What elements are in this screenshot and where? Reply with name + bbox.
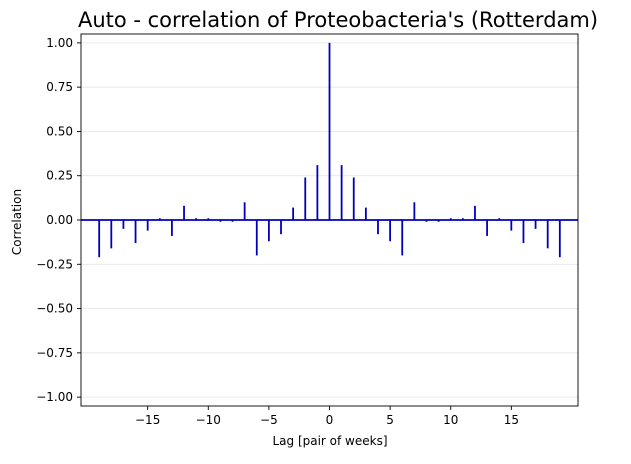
x-tick-label: 0 bbox=[326, 413, 334, 427]
x-tick-label: 10 bbox=[443, 413, 458, 427]
y-axis-ticks: −1.00 −0.75 −0.50 −0.25 0.00 0.25 0.50 0.75 1.00 bbox=[36, 36, 81, 404]
y-tick-label: 0.50 bbox=[46, 124, 73, 138]
y-tick-label: 0.25 bbox=[46, 169, 73, 183]
x-axis-label: Lag [pair of weeks] bbox=[272, 434, 387, 448]
correlation-bars bbox=[98, 42, 561, 258]
x-tick-label: 15 bbox=[504, 413, 519, 427]
x-axis-ticks: −15 −10 −5 0 5 10 15 bbox=[135, 406, 519, 427]
y-tick-label: −1.00 bbox=[36, 390, 73, 404]
y-tick-label: 0.00 bbox=[46, 213, 73, 227]
y-tick-label: −0.50 bbox=[36, 302, 73, 316]
y-tick-label: −0.25 bbox=[36, 257, 73, 271]
y-axis-label: Correlation bbox=[10, 189, 24, 255]
chart-title: Auto - correlation of Proteobacteria's (… bbox=[78, 8, 598, 32]
x-tick-label: −10 bbox=[196, 413, 221, 427]
x-tick-label: −15 bbox=[135, 413, 160, 427]
x-tick-label: −5 bbox=[260, 413, 278, 427]
y-tick-label: 1.00 bbox=[46, 36, 73, 50]
x-tick-label: 5 bbox=[386, 413, 394, 427]
y-tick-label: −0.75 bbox=[36, 346, 73, 360]
y-tick-label: 0.75 bbox=[46, 80, 73, 94]
